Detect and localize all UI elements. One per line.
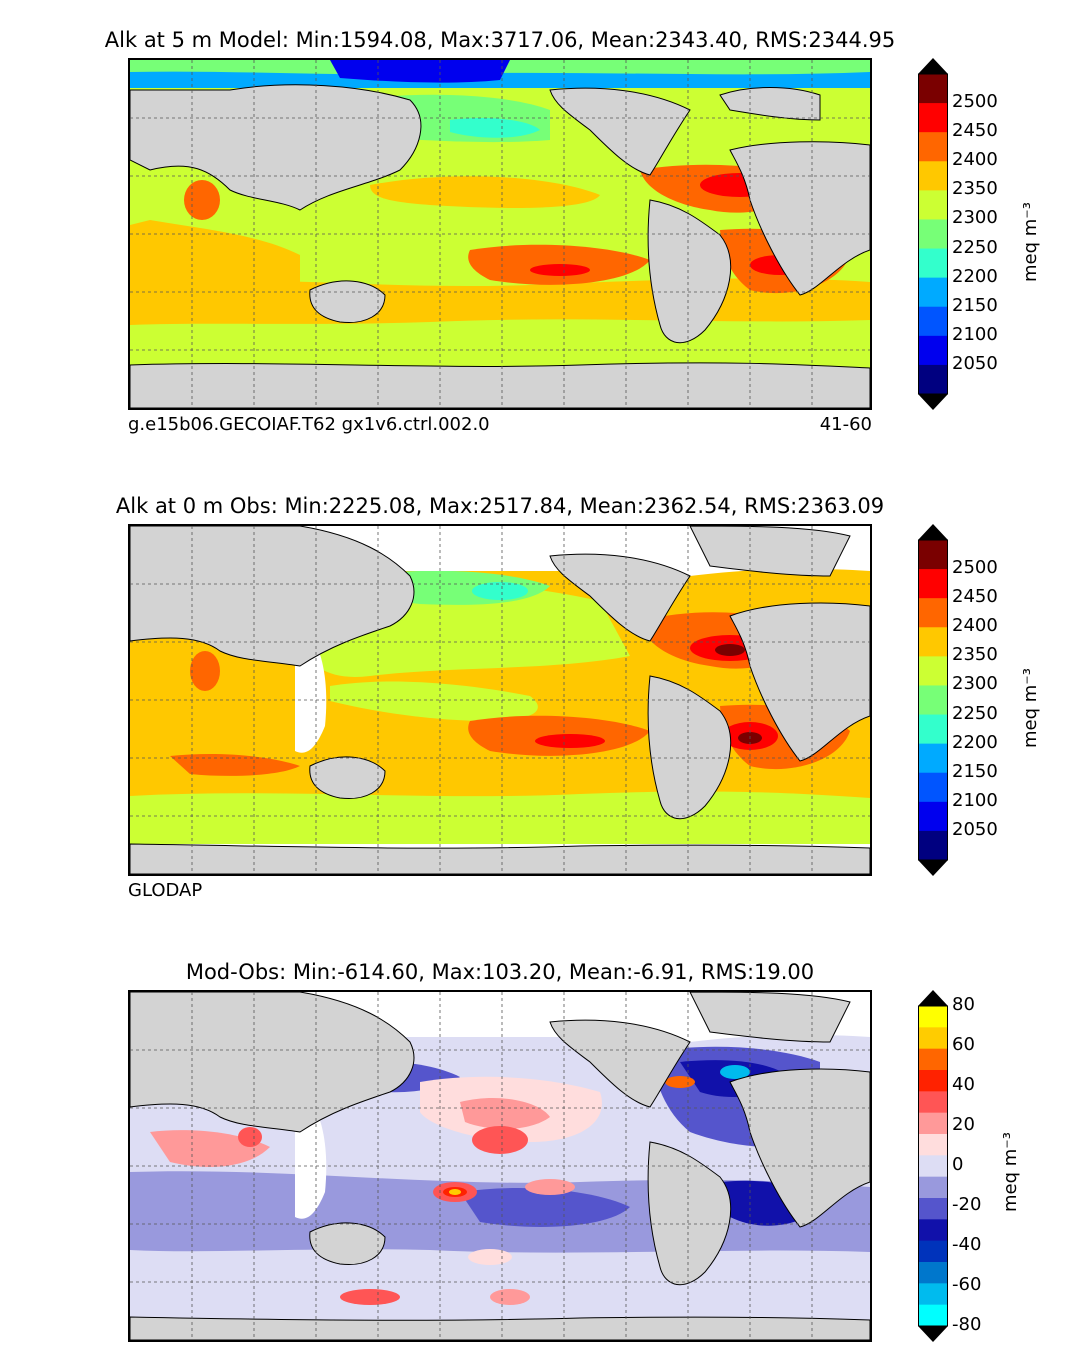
panel1-colorbar-label: meq m⁻³ <box>1020 201 1041 282</box>
colorbar-extend-min <box>918 394 948 410</box>
colorbar-tick-label: 2150 <box>952 760 998 782</box>
colorbar-segment <box>918 1219 948 1242</box>
colorbar-tick-label: 2450 <box>952 120 998 142</box>
colorbar-tick-label: 2250 <box>952 236 998 258</box>
colorbar-segment <box>918 103 948 133</box>
panel3-map <box>128 990 872 1342</box>
panel1-title: Alk at 5 m Model: Min:1594.08, Max:3717.… <box>104 28 896 52</box>
colorbar-extend-max <box>918 524 948 540</box>
panel1-colorbar <box>918 58 948 410</box>
colorbar-extend-min <box>918 1326 948 1342</box>
colorbar-segment <box>918 627 948 657</box>
panel2-colorbar-label: meq m⁻³ <box>1020 667 1041 748</box>
colorbar-segment <box>918 685 948 716</box>
colorbar-segment <box>918 598 948 628</box>
colorbar-svg <box>918 524 948 876</box>
colorbar-tick-label: 2350 <box>952 178 998 200</box>
colorbar-segment <box>918 656 948 686</box>
colorbar-segment <box>918 161 948 191</box>
colorbar-segment <box>918 1112 948 1135</box>
colorbar-segment <box>918 1134 948 1156</box>
colorbar-segment <box>918 1283 948 1306</box>
colorbar-segment <box>918 1198 948 1220</box>
colorbar-tick-label: 20 <box>952 1114 975 1135</box>
panel1-footer-left: g.e15b06.GECOIAF.T62 gx1v6.ctrl.002.0 <box>128 414 490 435</box>
panel2-map <box>128 524 872 876</box>
colorbar-border <box>918 1005 948 1327</box>
colorbar-tick-label: 2500 <box>952 91 998 113</box>
panel2-title: Alk at 0 m Obs: Min:2225.08, Max:2517.84… <box>115 494 885 518</box>
colorbar-segment <box>918 219 948 250</box>
colorbar-tick-label: -40 <box>952 1234 982 1255</box>
colorbar-segment <box>918 1262 948 1284</box>
colorbar-segment <box>918 248 948 279</box>
colorbar-extend-max <box>918 58 948 74</box>
colorbar-segment <box>918 801 948 832</box>
colorbar-tick-label: 80 <box>952 994 975 1015</box>
colorbar-tick-label: 2400 <box>952 149 998 171</box>
colorbar-tick-label: 2300 <box>952 207 998 229</box>
panel1-footer-right: 41-60 <box>819 414 872 435</box>
colorbar-segment <box>918 277 948 308</box>
colorbar-segment <box>918 335 948 366</box>
colorbar-segment <box>918 364 948 395</box>
colorbar-tick-label: 2100 <box>952 323 998 345</box>
colorbar-tick-label: 0 <box>952 1154 964 1175</box>
colorbar-border <box>918 539 948 861</box>
colorbar-segment <box>918 1155 948 1178</box>
colorbar-segment <box>918 1027 948 1050</box>
colorbar-segment <box>918 190 948 220</box>
colorbar-tick-label: -20 <box>952 1194 982 1215</box>
colorbar-segment <box>918 1240 948 1263</box>
colorbar-tick-label: -60 <box>952 1274 982 1295</box>
colorbar-segment <box>918 1091 948 1114</box>
colorbar-segment <box>918 1176 948 1199</box>
colorbar-segment <box>918 743 948 774</box>
colorbar-tick-label: 2200 <box>952 731 998 753</box>
colorbar-tick-label: 2100 <box>952 789 998 811</box>
panel2-colorbar <box>918 524 948 876</box>
colorbar-tick-label: 2450 <box>952 586 998 608</box>
colorbar-segment <box>918 540 948 570</box>
colorbar-tick-label: 2150 <box>952 294 998 316</box>
colorbar-tick-label: 2050 <box>952 818 998 840</box>
colorbar-svg <box>918 990 948 1342</box>
colorbar-tick-label: 2300 <box>952 673 998 695</box>
colorbar-tick-label: 2200 <box>952 265 998 287</box>
colorbar-tick-label: 2500 <box>952 557 998 579</box>
panel3-title: Mod-Obs: Min:-614.60, Max:103.20, Mean:-… <box>185 960 815 984</box>
colorbar-extend-min <box>918 860 948 876</box>
colorbar-segment <box>918 132 948 162</box>
colorbar-tick-label: 2400 <box>952 615 998 637</box>
colorbar-tick-label: 40 <box>952 1074 975 1095</box>
panel2-footer-left: GLODAP <box>128 880 203 901</box>
panel1-map <box>128 58 872 410</box>
colorbar-tick-label: 2350 <box>952 644 998 666</box>
colorbar-svg <box>918 58 948 410</box>
colorbar-segment <box>918 1048 948 1071</box>
panel3-colorbar-label: meq m⁻³ <box>1000 1131 1021 1212</box>
colorbar-segment <box>918 1070 948 1092</box>
colorbar-segment <box>918 830 948 861</box>
colorbar-segment <box>918 1304 948 1327</box>
colorbar-segment <box>918 772 948 803</box>
colorbar-tick-label: 2050 <box>952 352 998 374</box>
colorbar-border <box>918 73 948 395</box>
colorbar-segment <box>918 1006 948 1028</box>
colorbar-segment <box>918 569 948 599</box>
panel3-colorbar <box>918 990 948 1342</box>
colorbar-tick-label: 60 <box>952 1034 975 1055</box>
colorbar-segment <box>918 306 948 337</box>
colorbar-tick-label: 2250 <box>952 702 998 724</box>
colorbar-tick-label: -80 <box>952 1314 982 1335</box>
colorbar-segment <box>918 714 948 745</box>
colorbar-segment <box>918 74 948 104</box>
colorbar-extend-max <box>918 990 948 1006</box>
